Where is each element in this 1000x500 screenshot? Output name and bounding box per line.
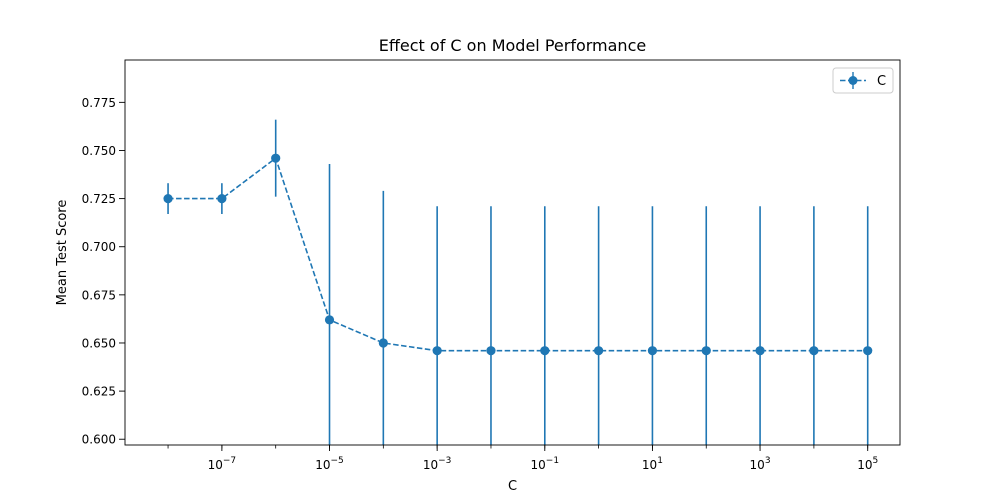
data-point-6 [486, 346, 496, 356]
chart-title: Effect of C on Model Performance [379, 36, 646, 55]
data-point-9 [647, 346, 658, 356]
error-bars [167, 119, 869, 445]
data-point-10 [701, 346, 711, 356]
data-point-12 [809, 346, 819, 356]
x-tick-label-2: 10−3 [423, 456, 452, 472]
y-tick-label-1: 0.625 [82, 385, 116, 399]
plot-area-frame [124, 59, 901, 446]
data-point-13 [863, 346, 873, 356]
y-tick-label-4: 0.700 [82, 240, 116, 254]
y-tick-label-5: 0.725 [82, 192, 116, 206]
y-tick-label-7: 0.775 [82, 96, 116, 110]
x-axis-ticks: 10−7 10−5 10−3 10−1 101 103 105 [167, 445, 878, 472]
x-tick-label-0: 10−7 [208, 456, 237, 472]
data-point-8 [594, 346, 604, 356]
data-point-5 [432, 346, 442, 356]
x-tick-label-1: 10−5 [315, 456, 344, 472]
data-point-3 [324, 315, 335, 325]
legend-entry-label: C [877, 74, 886, 89]
legend-marker-sample [848, 76, 858, 85]
y-tick-label-3: 0.675 [82, 288, 116, 302]
data-point-1 [217, 194, 227, 204]
x-tick-label-5: 103 [750, 456, 771, 472]
data-point-4 [378, 338, 388, 348]
x-tick-label-4: 101 [642, 456, 663, 472]
data-point-0 [163, 194, 173, 204]
y-axis-label: Mean Test Score [55, 200, 70, 306]
x-tick-label-6: 105 [857, 456, 878, 472]
y-tick-label-2: 0.650 [82, 336, 116, 350]
legend: C [832, 67, 894, 94]
series-line [168, 156, 868, 352]
data-point-7 [540, 346, 550, 356]
legend-box [832, 67, 894, 94]
x-axis-label: C [508, 479, 517, 494]
data-points [163, 153, 873, 356]
y-tick-label-6: 0.750 [82, 144, 116, 158]
y-tick-label-0: 0.600 [82, 433, 116, 447]
data-point-11 [755, 346, 765, 356]
y-axis-ticks: 0.600 0.625 0.650 0.675 0.700 0.725 0.750 0.775 [82, 96, 125, 447]
data-point-2 [271, 153, 281, 163]
x-tick-label-3: 10−1 [531, 456, 560, 472]
